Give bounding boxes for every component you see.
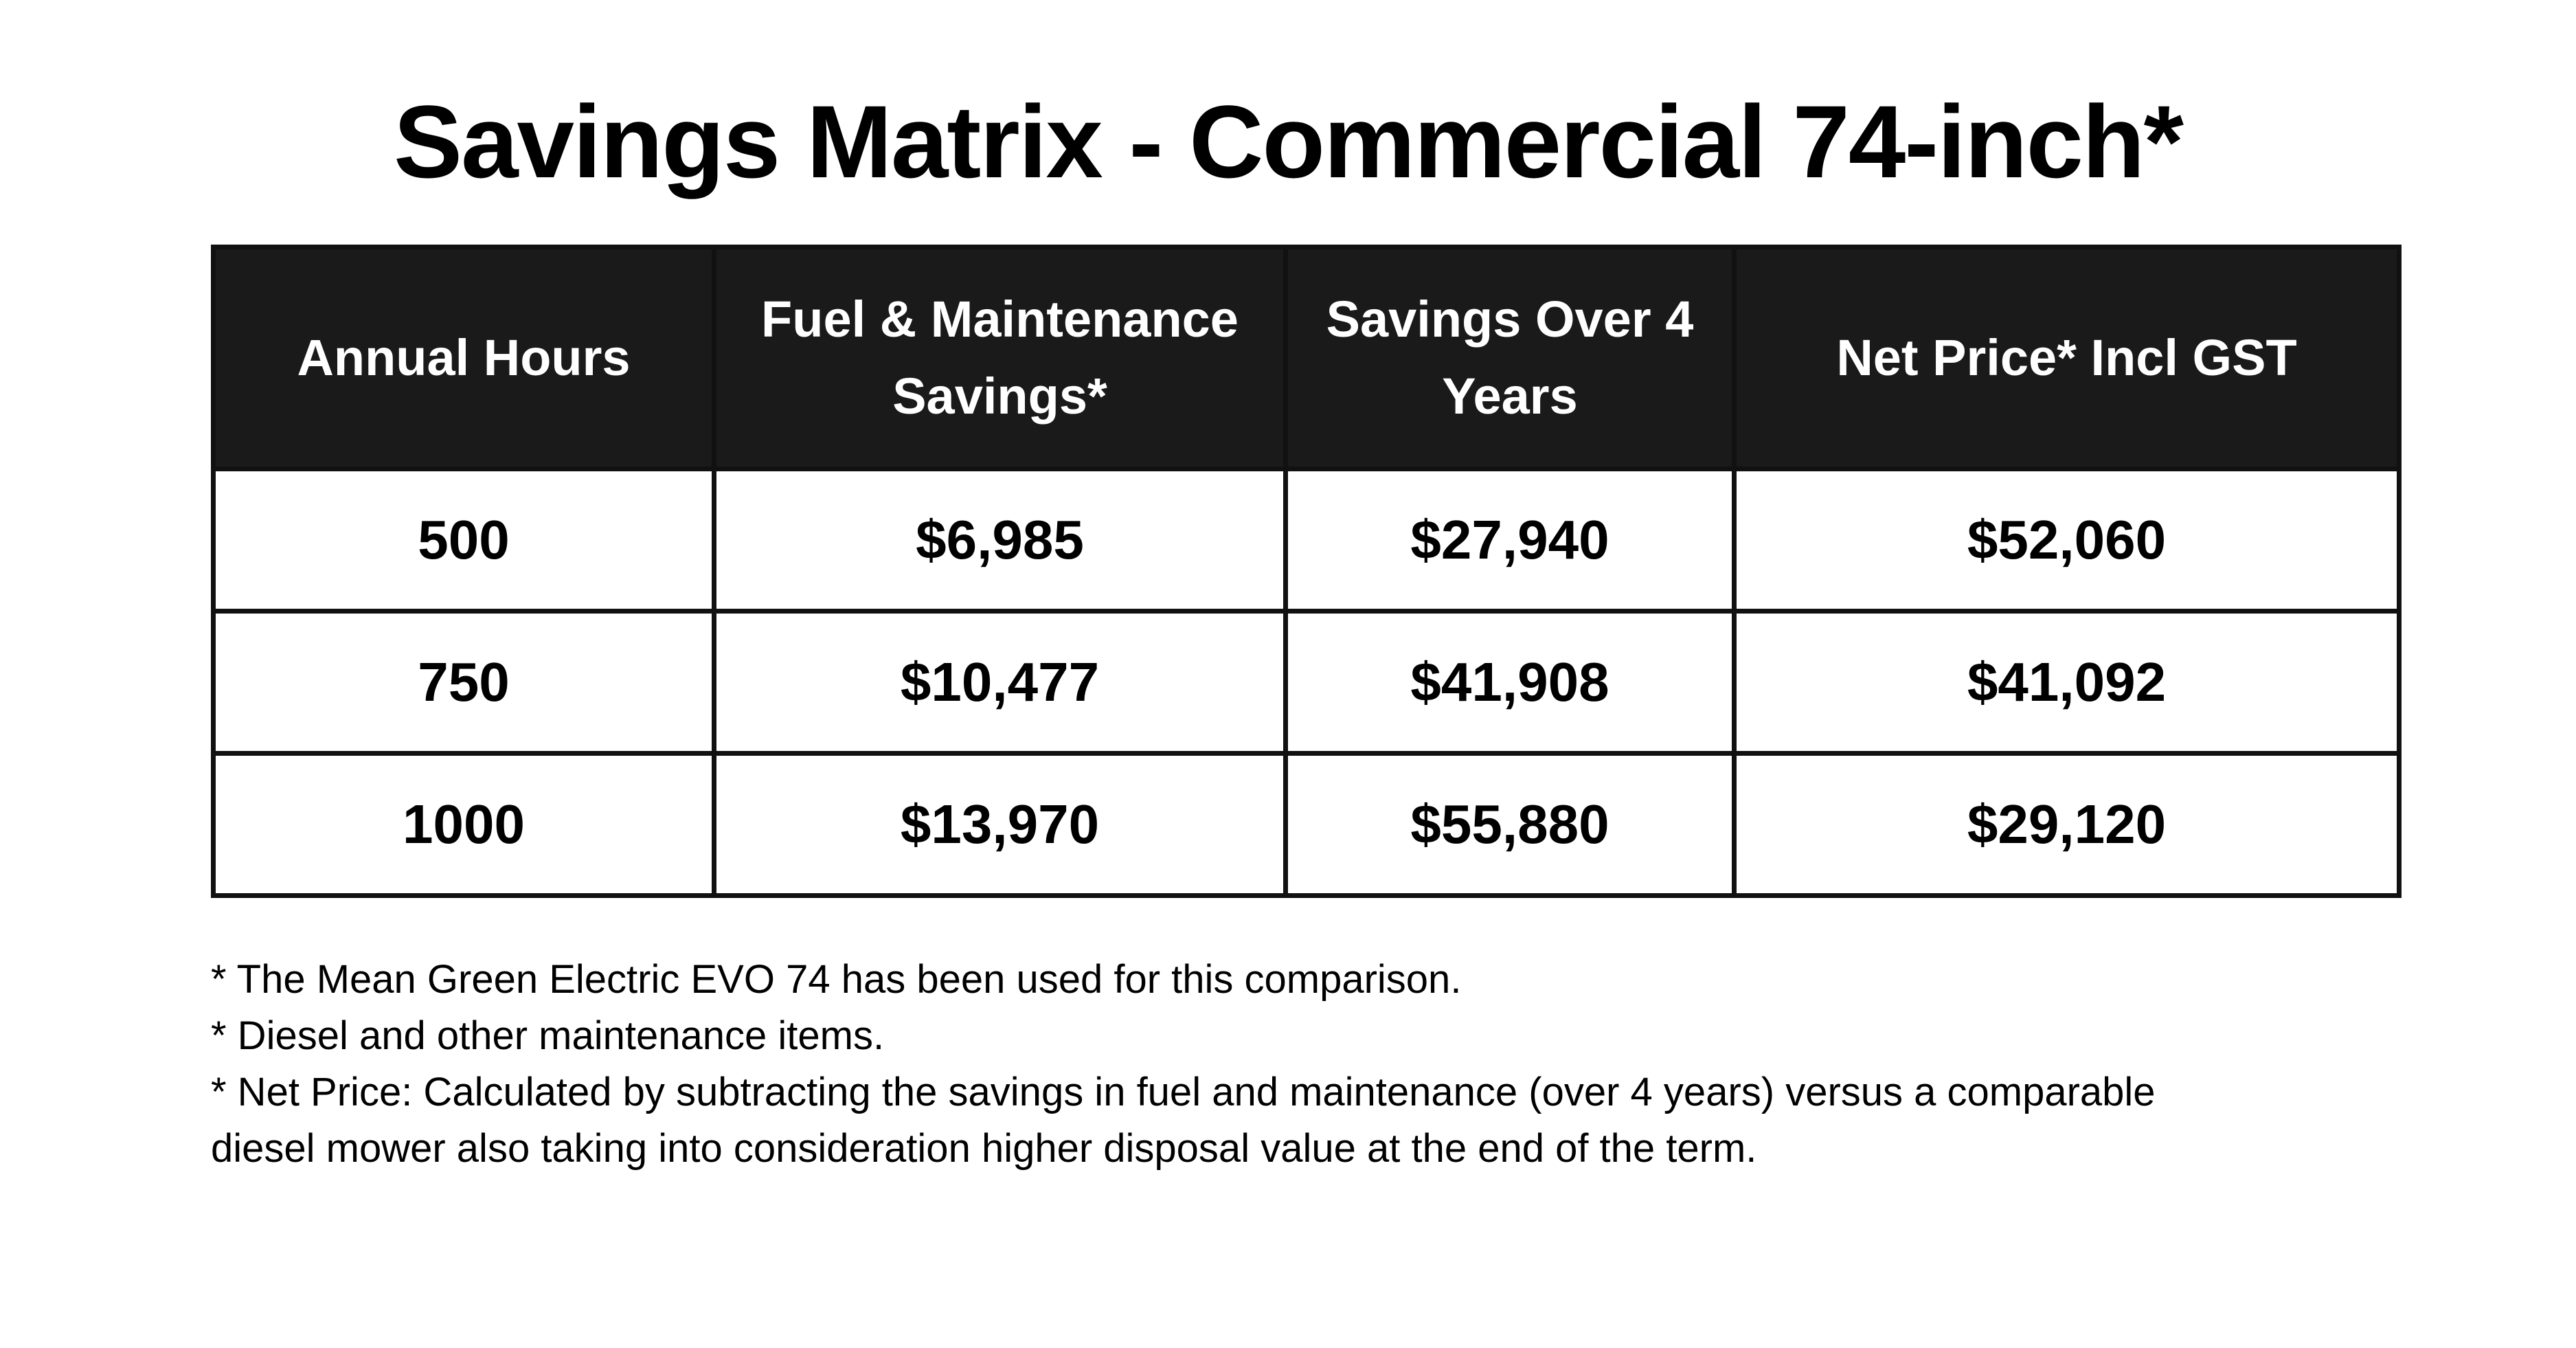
title: Savings Matrix - Commercial 74-inch* [394, 84, 2184, 199]
table-cell: $41,092 [1732, 609, 2402, 756]
table-cell: $27,940 [1283, 467, 1737, 614]
table-row: 750 $10,477 $41,908 $41,092 [211, 609, 2402, 756]
table-body: 500 $6,985 $27,940 $52,060 750 $10,477 $41,908… [211, 467, 2402, 898]
header-cell: Savings Over 4 Years [1283, 245, 1737, 471]
table-cell: $52,060 [1732, 467, 2402, 614]
footnote: * The Mean Green Electric EVO 74 has bee… [211, 957, 1462, 1002]
header-cell: Net Price* Incl GST [1732, 245, 2402, 471]
header-cell: Annual Hours [211, 245, 716, 471]
table-cell: $55,880 [1283, 751, 1737, 898]
table-cell: $13,970 [712, 751, 1288, 898]
table-row: 500 $6,985 $27,940 $52,060 [211, 467, 2402, 614]
table-cell: 500 [211, 467, 716, 614]
table-cell: 1000 [211, 751, 716, 898]
table-cell: $29,120 [1732, 751, 2402, 898]
table-cell: $41,908 [1283, 609, 1737, 756]
footnote: * Net Price: Calculated by subtracting t… [211, 1070, 2156, 1171]
table-cell: $6,985 [712, 467, 1288, 614]
savings-table: Annual Hours Fuel & Maintenance Savings* S… [211, 245, 2402, 898]
footnotes: * The Mean Green Electric EVO 74 has bee… [211, 952, 2217, 1177]
header-cell: Fuel & Maintenance Savings* [712, 245, 1288, 471]
footnote: * Diesel and other maintenance items. [211, 1013, 885, 1058]
table-cell: 750 [211, 609, 716, 756]
table-row: 1000 $13,970 $55,880 $29,120 [211, 751, 2402, 898]
header-row: Annual Hours Fuel & Maintenance Savings* S… [211, 245, 2402, 471]
table-header: Annual Hours Fuel & Maintenance Savings* S… [211, 245, 2402, 471]
table-cell: $10,477 [712, 609, 1288, 756]
